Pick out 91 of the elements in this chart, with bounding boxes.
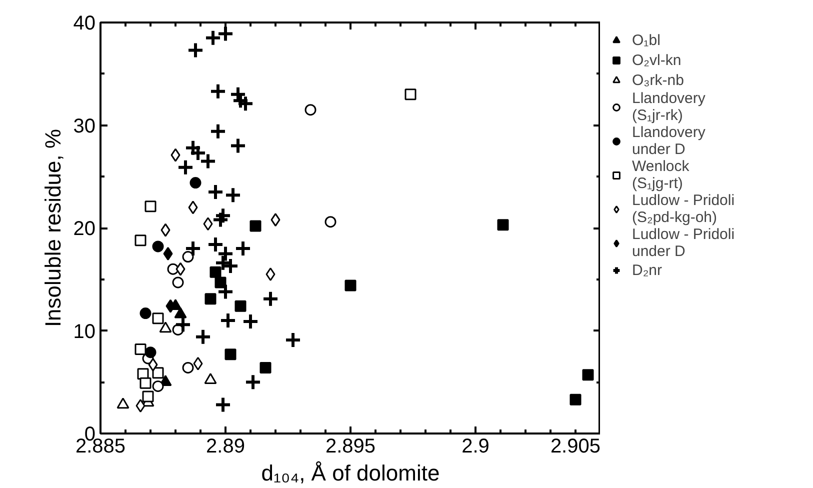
point (140, 377, 152, 389)
x-tick-label: 2.89 (206, 436, 245, 458)
point (266, 267, 276, 281)
legend-label: O₁bl (632, 32, 660, 48)
point (230, 137, 246, 154)
point (214, 276, 226, 288)
point (203, 217, 213, 231)
point (159, 322, 172, 333)
legend-label: Llandovery under D (632, 124, 706, 158)
point (182, 362, 194, 374)
point (177, 158, 194, 176)
point (324, 216, 336, 228)
point (176, 262, 186, 276)
point (344, 280, 356, 292)
y-tick-label: 10 (73, 320, 96, 343)
point (167, 263, 179, 275)
point (242, 313, 259, 330)
point (497, 219, 509, 231)
legend-label: O₂vl-kn (632, 52, 682, 68)
point (144, 200, 156, 212)
x-tick-label: 2.905 (550, 436, 601, 458)
point (152, 380, 164, 392)
point (172, 276, 184, 288)
point (190, 144, 206, 162)
legend-label: Ludlow - Pridoli under D (632, 226, 735, 260)
point (220, 312, 236, 329)
point (163, 246, 173, 260)
point (136, 399, 146, 413)
point (217, 283, 234, 300)
point (174, 307, 187, 318)
point (210, 266, 222, 278)
point (190, 177, 202, 189)
legend-label: Ludlow - Pridoli (S₂pd-kg-oh) (632, 192, 735, 226)
point (404, 88, 416, 100)
point (234, 300, 246, 312)
point (217, 245, 234, 262)
point (152, 240, 164, 252)
point (200, 152, 216, 170)
point (214, 396, 232, 414)
legend-label: O₃rk-nb (632, 72, 684, 88)
point (582, 369, 594, 381)
point (184, 139, 202, 156)
point (204, 29, 222, 46)
point (187, 42, 204, 59)
legend-label: Llandovery (S₁jr-rk) (632, 90, 706, 124)
point (160, 223, 170, 237)
point (304, 104, 316, 116)
y-axis-title: Insoluble residue, % (40, 128, 66, 328)
point (148, 358, 158, 372)
point (270, 213, 280, 227)
point (212, 211, 229, 228)
y-tick-label: 20 (73, 218, 96, 240)
x-tick-label: 2.9 (462, 436, 490, 458)
point (284, 331, 302, 348)
point (184, 240, 202, 258)
point (224, 348, 236, 360)
point (570, 394, 582, 406)
point (244, 374, 262, 391)
point (250, 220, 262, 232)
y-tick-label: 40 (73, 12, 96, 34)
point (224, 186, 242, 204)
point (210, 122, 226, 140)
point (140, 308, 152, 320)
point (144, 346, 156, 358)
point (234, 240, 252, 258)
legend-label: Wenlock (S₁jg-rt) (632, 158, 690, 192)
point (134, 343, 146, 355)
point (170, 148, 180, 162)
point (193, 356, 203, 370)
point (134, 234, 146, 246)
point (210, 82, 226, 100)
x-tick-label: 2.895 (325, 436, 376, 458)
point (152, 312, 164, 324)
point (142, 390, 154, 402)
point (174, 316, 192, 334)
point (204, 293, 216, 305)
point (116, 398, 130, 409)
point (207, 184, 224, 201)
point (194, 328, 212, 346)
point (182, 251, 194, 263)
point (237, 95, 254, 112)
point (152, 367, 164, 379)
y-tick-label: 30 (73, 115, 96, 138)
point (217, 25, 234, 42)
legend-label: D₂nr (632, 262, 662, 278)
point (207, 236, 224, 253)
point (188, 200, 198, 214)
point (214, 207, 232, 224)
x-axis-title: d₁₀₄, Å of dolomite (261, 460, 440, 486)
point (260, 362, 272, 374)
point (262, 290, 279, 308)
